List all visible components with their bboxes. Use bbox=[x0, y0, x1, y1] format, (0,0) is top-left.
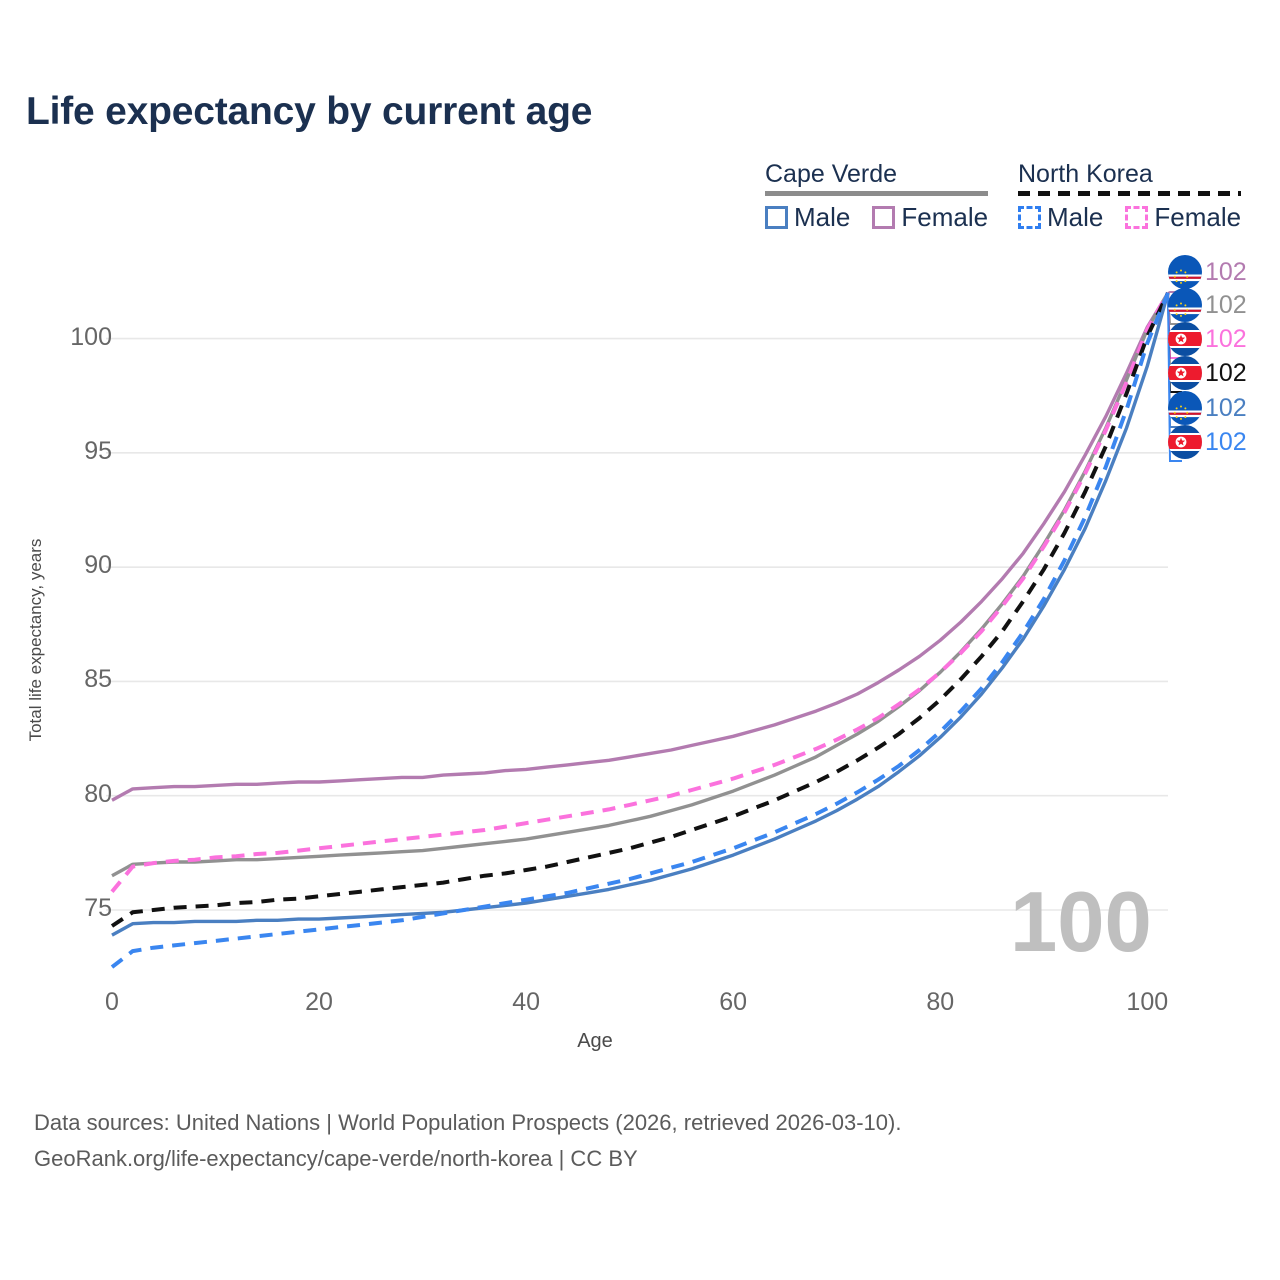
footer: Data sources: United Nations | World Pop… bbox=[34, 1105, 901, 1177]
end-label-value: 102 bbox=[1205, 393, 1247, 422]
x-axis-label: Age bbox=[577, 1030, 613, 1052]
legend-group-rule bbox=[765, 191, 989, 196]
y-axis-tick: 75 bbox=[84, 894, 112, 922]
legend-group-title: Cape Verde bbox=[765, 160, 898, 188]
y-axis-tick: 85 bbox=[84, 665, 112, 694]
flag-cape-verde-icon bbox=[1168, 391, 1202, 425]
series-line-north-korea-total bbox=[110, 292, 1170, 928]
legend-items: Male Female bbox=[765, 202, 988, 233]
legend-item-female[interactable]: Female bbox=[872, 202, 988, 233]
swatch-male-dashed bbox=[1018, 206, 1041, 229]
flag-north-korea-icon bbox=[1168, 425, 1202, 459]
swatch-female-dashed bbox=[1125, 206, 1149, 229]
legend-item-female[interactable]: Female bbox=[1125, 202, 1241, 233]
series-line-cape-verde-total bbox=[111, 292, 1170, 878]
legend-item-label: Male bbox=[794, 202, 851, 232]
flag-cape-verde-icon bbox=[1168, 288, 1202, 322]
page-title: Life expectancy by current age bbox=[26, 90, 593, 133]
legend-items: Male Female bbox=[1018, 202, 1241, 233]
flag-north-korea-icon bbox=[1168, 356, 1202, 390]
end-label-cape-verde-total[interactable]: 102 bbox=[1168, 288, 1247, 322]
y-axis-tick: 80 bbox=[84, 779, 112, 808]
x-axis-tick: 100 bbox=[1126, 988, 1169, 1016]
end-label-north-korea-male[interactable]: 102 bbox=[1168, 425, 1247, 459]
footer-sources: Data sources: United Nations | World Pop… bbox=[34, 1110, 902, 1135]
end-label-north-korea-female[interactable]: 102 bbox=[1168, 322, 1247, 356]
end-label-leader bbox=[1167, 292, 1182, 462]
footer-link[interactable]: GeoRank.org/life-expectancy/cape-verde/n… bbox=[34, 1146, 638, 1171]
end-label-value: 102 bbox=[1205, 324, 1247, 353]
end-label-value: 102 bbox=[1205, 427, 1247, 456]
legend-group-rule bbox=[1018, 191, 1242, 196]
end-label-north-korea-total[interactable]: 102 bbox=[1168, 356, 1247, 390]
watermark-value: 100 bbox=[1010, 875, 1152, 970]
x-axis-tick: 80 bbox=[926, 988, 955, 1016]
y-axis-tick: 95 bbox=[84, 436, 112, 465]
legend-item-male[interactable]: Male bbox=[1018, 202, 1103, 233]
series-line-north-korea-male bbox=[110, 292, 1170, 969]
x-axis-tick: 0 bbox=[105, 988, 119, 1016]
legend-item-label: Female bbox=[901, 202, 989, 232]
end-label-cape-verde-female[interactable]: 102 bbox=[1168, 255, 1247, 289]
y-axis-tick: 90 bbox=[84, 551, 112, 580]
flag-north-korea-icon bbox=[1168, 322, 1202, 356]
plot-area: 100 Total life expectancy, years Age 75 8… bbox=[0, 240, 1280, 1052]
legend-item-label: Female bbox=[1154, 202, 1242, 232]
x-axis-tick: 20 bbox=[305, 988, 333, 1016]
flag-cape-verde-icon bbox=[1168, 255, 1202, 289]
end-label-value: 102 bbox=[1205, 290, 1247, 319]
legend-group-cape-verde[interactable]: Cape Verde Male Female bbox=[765, 160, 989, 233]
series-line-north-korea-female bbox=[110, 291, 1170, 893]
end-label-value: 102 bbox=[1205, 358, 1247, 387]
legend-group-north-korea[interactable]: North Korea Male Female bbox=[1018, 160, 1242, 233]
legend-item-male[interactable]: Male bbox=[765, 202, 850, 233]
series-end-labels: 102 102 102 102 102 102 bbox=[1168, 255, 1280, 470]
legend-group-title: North Korea bbox=[1018, 160, 1153, 188]
chart-legend: Cape Verde Male Female North Korea Male Femal… bbox=[760, 160, 1260, 240]
swatch-female-solid bbox=[872, 206, 896, 229]
end-label-value: 102 bbox=[1205, 257, 1247, 286]
series-line-cape-verde-female bbox=[111, 292, 1170, 802]
series-line-cape-verde-male bbox=[111, 292, 1170, 937]
end-label-cape-verde-male[interactable]: 102 bbox=[1168, 391, 1247, 425]
swatch-male-solid bbox=[765, 206, 788, 229]
x-axis-tick: 60 bbox=[719, 988, 748, 1016]
y-axis-tick: 100 bbox=[70, 322, 112, 351]
legend-item-label: Male bbox=[1047, 202, 1104, 232]
chart-canvas bbox=[106, 291, 1182, 969]
x-axis-tick: 40 bbox=[512, 988, 541, 1016]
